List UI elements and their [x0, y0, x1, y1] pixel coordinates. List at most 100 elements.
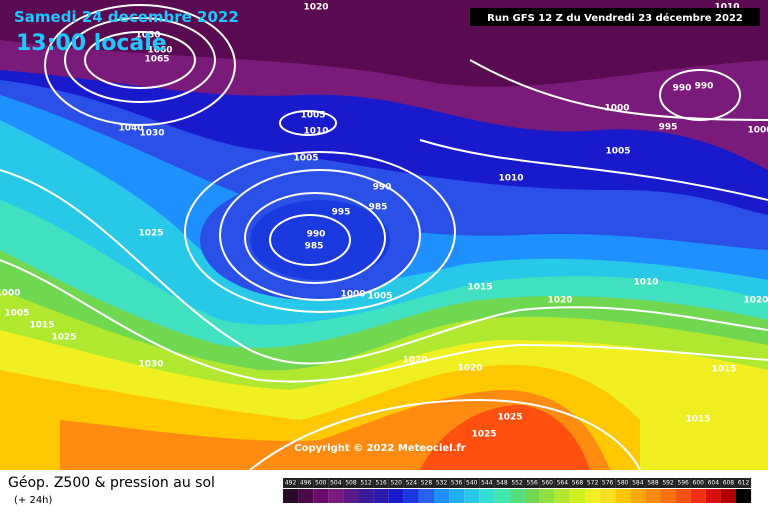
isobar-label: 1020	[547, 296, 572, 306]
legend-label-bg	[524, 478, 540, 488]
legend-swatch	[720, 489, 736, 503]
legend-label-bg	[328, 478, 344, 488]
isobar-label: 1000	[340, 290, 365, 300]
legend-label-bg	[585, 478, 601, 488]
legend-swatch	[509, 489, 525, 503]
isobar-label: 1015	[29, 321, 54, 331]
footer-lead: (+ 24h)	[14, 495, 53, 506]
isobar-label: 1030	[138, 360, 163, 370]
legend-swatch	[403, 489, 419, 503]
isobar-label: 990	[307, 230, 326, 240]
run: Run GFS 12 Z du Vendredi 23 décembre 202…	[487, 12, 743, 24]
legend-swatch	[585, 489, 601, 503]
legend-swatch	[313, 489, 329, 503]
legend-swatch	[449, 489, 465, 503]
field	[0, 0, 768, 470]
legend-label: 604	[708, 480, 720, 487]
legend-swatch	[328, 489, 344, 503]
legend-label-bg	[720, 478, 736, 488]
legend-label-bg	[358, 478, 374, 488]
legend-label: 496	[300, 480, 312, 487]
time: 13:00 locale	[16, 31, 167, 56]
isobar-label: 1040	[118, 124, 143, 134]
isobar-label: 1025	[497, 413, 522, 423]
isobar-label: 1000	[747, 126, 768, 136]
legend-swatch	[615, 489, 631, 503]
legend-swatch	[554, 489, 570, 503]
legend-label-bg	[539, 478, 555, 488]
legend-label: 504	[330, 480, 342, 487]
legend-label-bg	[569, 478, 585, 488]
legend-label-bg	[313, 478, 329, 488]
legend-label-bg	[645, 478, 661, 488]
legend-label: 516	[375, 480, 387, 487]
legend-label-bg	[388, 478, 404, 488]
legend-swatch	[660, 489, 676, 503]
legend-swatch	[569, 489, 585, 503]
isobar-label: 985	[369, 203, 388, 213]
legend-label-bg	[509, 478, 525, 488]
legend-label: 596	[677, 480, 689, 487]
legend-label: 556	[526, 480, 538, 487]
isobar-label: 1010	[633, 278, 658, 288]
legend-label-bg	[705, 478, 721, 488]
legend-swatch	[479, 489, 495, 503]
legend-swatch	[690, 489, 706, 503]
legend-label: 492	[285, 480, 297, 487]
legend-label-bg	[434, 478, 450, 488]
legend-label: 576	[602, 480, 614, 487]
legend-swatch	[373, 489, 389, 503]
legend-label: 508	[345, 480, 357, 487]
legend-label-bg	[736, 478, 752, 488]
legend-label-bg	[283, 478, 299, 488]
isobar-label: 1000	[604, 104, 629, 114]
isobar-label: 1005	[300, 111, 325, 121]
legend-label: 512	[360, 480, 372, 487]
isobar-label: 1005	[4, 309, 29, 319]
legend-swatch	[283, 489, 299, 503]
legend-swatch	[630, 489, 646, 503]
legend-swatch	[675, 489, 691, 503]
legend-label-bg	[298, 478, 314, 488]
legend-label-bg	[554, 478, 570, 488]
legend-swatch	[358, 489, 374, 503]
isobar-label: 1025	[51, 333, 76, 343]
isobar-label: 1015	[685, 415, 710, 425]
legend-label-bg	[630, 478, 646, 488]
legend-label: 500	[315, 480, 327, 487]
isobar-label: 1060	[147, 46, 172, 56]
isobar-label: 1020	[303, 3, 328, 13]
isobar-label: 990	[673, 84, 692, 94]
legend-label: 584	[632, 480, 644, 487]
legend-label: 540	[466, 480, 478, 487]
legend-label: 564	[557, 480, 569, 487]
legend-label-bg	[449, 478, 465, 488]
legend-label: 560	[542, 480, 554, 487]
isobar-label: 1015	[711, 365, 736, 375]
isobar-label: 1065	[144, 55, 169, 65]
legend-label-bg	[690, 478, 706, 488]
isobar-label: 1050	[135, 31, 160, 41]
legend-label-bg	[464, 478, 480, 488]
legend-swatch	[343, 489, 359, 503]
legend: 492 496 500 504 508 512 516 520 524 528 532 536 540 5…	[283, 478, 752, 503]
legend-label: 536	[451, 480, 463, 487]
isobars	[0, 4, 768, 471]
legend-label-bg	[418, 478, 434, 488]
legend-label: 612	[738, 480, 750, 487]
legend-label-bg	[615, 478, 631, 488]
legend-swatch	[600, 489, 616, 503]
isobar-label: 1010	[498, 174, 523, 184]
legend-label: 548	[496, 480, 508, 487]
legend-swatch	[645, 489, 661, 503]
legend-label-bg	[373, 478, 389, 488]
run-box	[470, 8, 760, 26]
footer-title: Géop. Z500 & pression au sol	[8, 475, 215, 491]
legend-label-bg	[343, 478, 359, 488]
isobar-label: 1010	[714, 3, 739, 13]
isobar-label: 1005	[293, 154, 318, 164]
legend-label-bg	[675, 478, 691, 488]
isobar-label: 995	[659, 123, 678, 133]
